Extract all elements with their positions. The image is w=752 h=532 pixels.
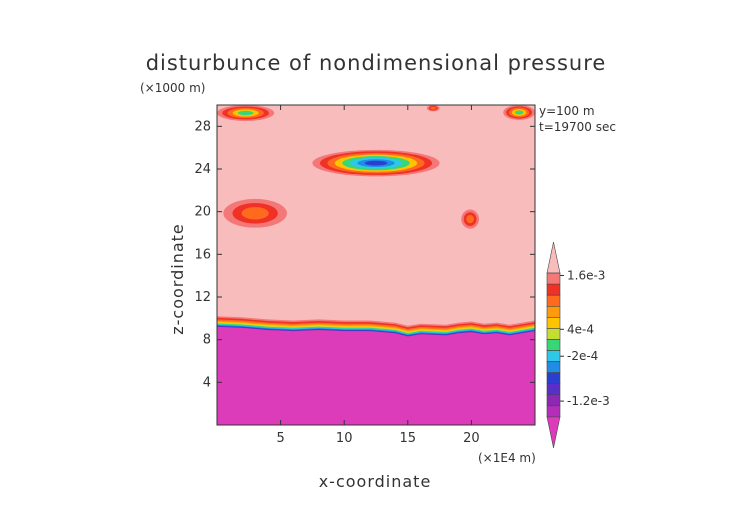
anomaly-contour	[514, 110, 524, 115]
chart-title: disturbunce of nondimensional pressure	[146, 51, 607, 75]
colorbar-segment	[546, 317, 561, 329]
colorbar-label: 4e-4	[567, 322, 594, 336]
y-tick-label: 4	[203, 375, 211, 390]
colorbar-segment	[546, 328, 561, 340]
annotation-time: t=19700 sec	[539, 120, 616, 134]
colorbar-label: -2e-4	[567, 349, 598, 363]
colorbar-segment	[546, 405, 561, 418]
y-tick-label: 28	[194, 119, 211, 134]
colorbar-segment	[546, 372, 561, 385]
x-tick-label: 10	[336, 431, 353, 446]
lower-layer	[217, 326, 535, 425]
y-tick-label: 12	[194, 290, 211, 305]
x-axis-ticks: 5 10 15 20	[276, 105, 480, 446]
y-tick-label: 16	[194, 247, 211, 262]
plot-frame	[216, 104, 536, 426]
colorbar-segment	[546, 361, 561, 373]
x-tick-label: 5	[276, 431, 284, 446]
colorbar-segment	[546, 283, 561, 296]
anomaly-contour	[237, 110, 254, 116]
y-axis-ticks: 4 8 12 16 20 24 28	[194, 119, 535, 390]
anomaly-contour	[430, 106, 436, 110]
colorbar-segment	[546, 350, 561, 362]
x-axis-label: x-coordinate	[319, 472, 432, 491]
x-tick-label: 20	[463, 431, 480, 446]
colorbar-label: -1.2e-3	[567, 394, 610, 408]
colorbar-segment	[546, 305, 561, 318]
annotation-y-location: y=100 m	[539, 104, 595, 118]
colorbar-segment	[546, 272, 561, 285]
colorbar-segment	[546, 394, 561, 407]
colorbar-segment	[546, 339, 561, 351]
y-tick-label: 8	[203, 333, 211, 348]
y-tick-label: 20	[194, 205, 211, 220]
colorbar-label: 1.6e-3	[567, 268, 605, 282]
x-unit-label: (×1E4 m)	[478, 451, 536, 465]
y-unit-label: (×1000 m)	[140, 81, 205, 95]
contour-layers	[217, 105, 535, 425]
colorbar-segment	[546, 383, 561, 396]
anomaly-contour	[364, 160, 388, 166]
colorbar: 1.6e-3 4e-4 -2e-4 -1.2e-3	[546, 241, 610, 449]
colorbar-segment	[546, 241, 561, 274]
y-tick-label: 24	[194, 162, 211, 177]
anomaly-contour	[466, 215, 474, 224]
y-axis-label: z-coordinate	[168, 223, 187, 335]
colorbar-segment	[546, 416, 561, 449]
anomaly-contour	[241, 207, 269, 220]
colorbar-segment	[546, 294, 561, 307]
x-tick-label: 15	[400, 431, 417, 446]
plot-area	[216, 104, 536, 426]
